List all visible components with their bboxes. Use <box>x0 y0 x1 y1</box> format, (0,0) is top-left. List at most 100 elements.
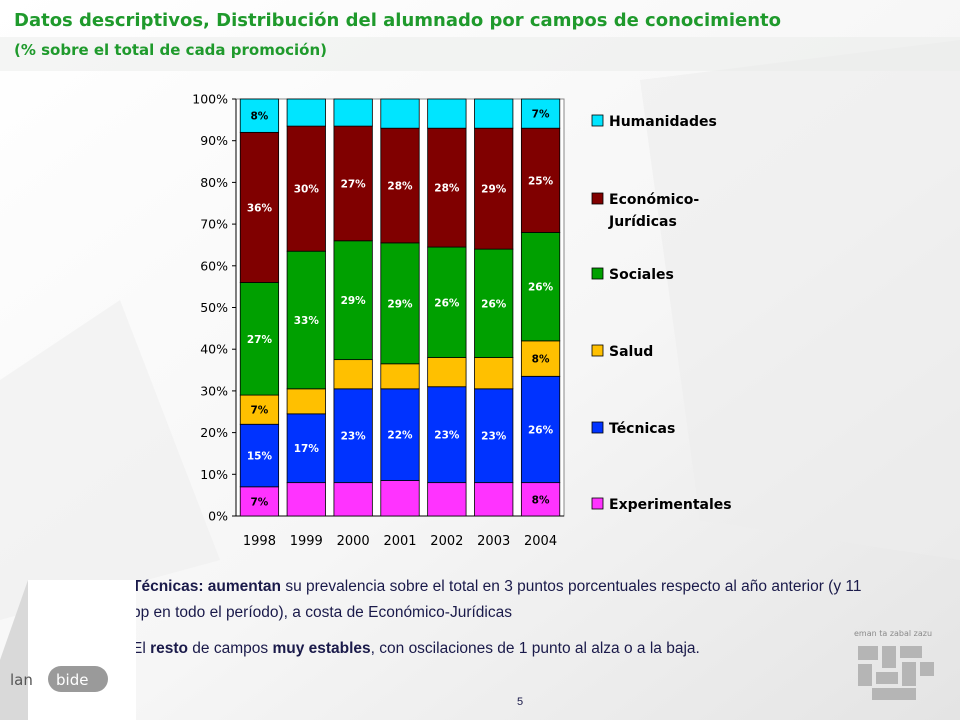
bar-segment <box>427 386 467 484</box>
data-label: 28% <box>387 181 413 193</box>
data-label: 7% <box>251 405 269 417</box>
bullet-2-text-b: de campos <box>188 640 273 657</box>
legend-label: Salud <box>609 344 653 360</box>
bar-segment <box>474 127 514 250</box>
bar-segment <box>286 388 326 415</box>
stacked-bar-chart: 0%10%20%30%40%50%60%70%80%90%100% 7%15%7… <box>192 92 731 550</box>
bar-segment <box>474 248 514 358</box>
bar-segment <box>380 388 420 481</box>
bar-segment <box>239 282 280 396</box>
data-label: 36% <box>247 202 273 214</box>
x-tick-label: 2002 <box>430 534 463 549</box>
data-label: 26% <box>434 297 460 309</box>
data-label: 8% <box>532 494 550 506</box>
bullet-2-text-c: , con oscilaciones de 1 punto al alza o … <box>370 640 700 657</box>
data-label: 7% <box>532 109 550 121</box>
bar-segment <box>380 242 420 365</box>
bullet-1-text: su prevalencia sobre el total en 3 punto… <box>132 578 862 621</box>
legend-label: Humanidades <box>609 114 717 130</box>
y-tick-label: 30% <box>200 383 228 398</box>
bar-segment <box>520 375 561 484</box>
data-label: 8% <box>532 354 550 366</box>
x-tick-label: 2004 <box>524 534 557 549</box>
bar-segment <box>333 125 373 242</box>
legend-label: Jurídicas <box>608 214 677 230</box>
page-subtitle: (% sobre el total de cada promoción) <box>14 41 328 59</box>
data-label: 26% <box>481 298 507 310</box>
bar-segment <box>239 98 280 133</box>
y-tick-label: 80% <box>200 175 228 190</box>
bar-segment <box>427 98 467 129</box>
logo-text-bide: bide <box>56 671 88 689</box>
y-tick-label: 100% <box>192 92 228 107</box>
data-label: 29% <box>387 298 413 310</box>
bullet-1-bold-tecnicas: Técnicas: aumentan <box>132 578 282 595</box>
bar-segment <box>520 482 561 517</box>
bullet-item-1: • Técnicas: aumentan su prevalencia sobr… <box>92 574 872 626</box>
x-tick-label: 2000 <box>337 534 370 549</box>
bar-segment <box>474 388 514 484</box>
legend-label: Sociales <box>609 267 674 283</box>
data-label: 27% <box>247 334 273 346</box>
data-label: 27% <box>341 178 367 190</box>
bar-segment <box>286 482 326 517</box>
bar-segment <box>474 357 514 390</box>
x-tick-label: 1998 <box>243 534 276 549</box>
page-title: Datos descriptivos, Distribución del alu… <box>14 10 782 31</box>
data-label: 7% <box>251 496 269 508</box>
bar-segment <box>239 394 280 425</box>
logo-text-lan: lan <box>10 671 33 689</box>
x-tick-label: 2001 <box>383 534 416 549</box>
bar-segment <box>520 340 561 377</box>
y-tick-label: 50% <box>200 300 228 315</box>
bullet-list: • Técnicas: aumentan su prevalencia sobr… <box>92 574 872 672</box>
y-tick-label: 40% <box>200 342 228 357</box>
data-label: 8% <box>251 111 269 123</box>
y-tick-label: 10% <box>200 467 228 482</box>
bar-segment <box>520 98 561 129</box>
data-label: 25% <box>528 175 554 187</box>
bar-segment <box>380 98 420 129</box>
lanbide-logo: lan bide <box>0 580 136 720</box>
bullet-item-2: • El resto de campos muy estables, con o… <box>92 636 872 662</box>
bar-segment <box>380 363 420 390</box>
bar-segment <box>333 98 373 127</box>
x-tick-labels: 1998 1999 2000 2001 2002 2003 2004 <box>243 534 557 549</box>
legend-swatch <box>591 497 604 510</box>
bar-segment <box>474 98 514 129</box>
bar-segment <box>380 127 420 244</box>
upv-ehu-seal: eman ta zabal zazu <box>854 629 934 700</box>
bar-segment <box>239 131 280 283</box>
bars: 7% 15% 7% 27% 36% 8% 17% 33% 30% 23% 29% 27% 22% 29% 2… <box>239 98 561 517</box>
data-label: 26% <box>528 282 554 294</box>
y-tick-label: 70% <box>200 217 228 232</box>
bar-segment <box>380 480 420 517</box>
bar-segment <box>286 250 326 390</box>
legend-swatch <box>591 267 604 280</box>
bar-segment <box>520 127 561 233</box>
seal-motto: eman ta zabal zazu <box>854 629 932 638</box>
data-label: 17% <box>294 443 320 455</box>
data-label: 22% <box>387 430 413 442</box>
legend-label: Económico- <box>609 192 699 208</box>
data-label: 23% <box>434 430 460 442</box>
bullet-2-bold-estables: muy estables <box>272 640 371 657</box>
bar-segment <box>333 482 373 517</box>
data-label: 29% <box>481 184 507 196</box>
bar-segment <box>520 232 561 342</box>
legend-swatch <box>591 114 604 127</box>
x-tick-label: 2003 <box>477 534 510 549</box>
bar-segment <box>333 359 373 390</box>
page-number: 5 <box>517 696 524 708</box>
bar-segment <box>286 98 326 127</box>
y-tick-label: 90% <box>200 133 228 148</box>
data-label: 23% <box>481 431 507 443</box>
y-tick-label: 0% <box>208 509 228 524</box>
data-label: 29% <box>341 295 367 307</box>
bullet-2-bold-resto: resto <box>150 640 188 657</box>
y-ticks: 0% 10% 20% 30% 40% 50% 60% 70% 80% 90% 100% <box>192 92 236 524</box>
x-tick-label: 1999 <box>290 534 323 549</box>
legend-label: Técnicas <box>609 421 675 437</box>
data-label: 30% <box>294 184 320 196</box>
y-tick-label: 20% <box>200 425 228 440</box>
